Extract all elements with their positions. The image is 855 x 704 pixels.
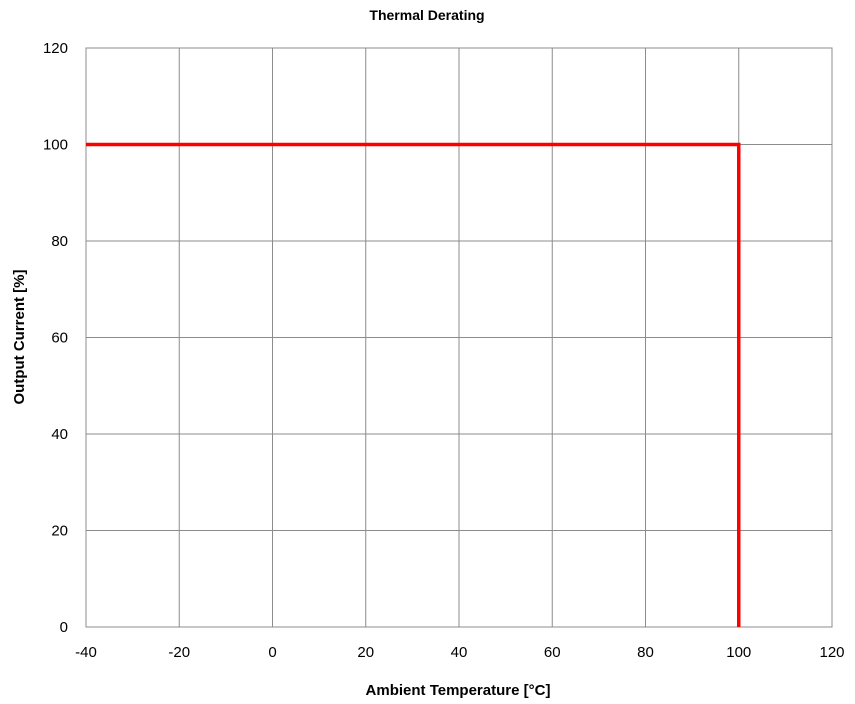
- series-group: [86, 142, 741, 627]
- y-axis-label: Output Current [%]: [11, 270, 28, 405]
- grid-lines: [85, 47, 833, 628]
- y-tick-label: 80: [51, 233, 68, 250]
- y-tick-label: 120: [43, 40, 68, 57]
- x-tick-label: 100: [726, 644, 751, 661]
- x-tick-label: -40: [75, 644, 97, 661]
- x-tick-label: 40: [451, 644, 468, 661]
- x-tick-label: 0: [268, 644, 276, 661]
- x-axis-label: Ambient Temperature [°C]: [366, 682, 551, 699]
- y-tick-label: 40: [51, 426, 68, 443]
- chart-title: Thermal Derating: [369, 7, 484, 23]
- x-tick-labels: -40 -20 0 20 40 60 80 100 120: [75, 644, 844, 661]
- y-tick-labels: 0 20 40 60 80 100 120: [43, 40, 68, 636]
- y-tick-label: 100: [43, 137, 68, 154]
- y-tick-label: 20: [51, 523, 68, 540]
- y-tick-label: 0: [60, 619, 68, 636]
- x-tick-label: 60: [544, 644, 561, 661]
- plot-area: [85, 47, 833, 628]
- x-tick-label: 20: [357, 644, 374, 661]
- x-tick-label: 120: [819, 644, 844, 661]
- derating-curve-line: [86, 142, 741, 627]
- y-tick-label: 60: [51, 330, 68, 347]
- x-tick-label: 80: [637, 644, 654, 661]
- x-tick-label: -20: [168, 644, 190, 661]
